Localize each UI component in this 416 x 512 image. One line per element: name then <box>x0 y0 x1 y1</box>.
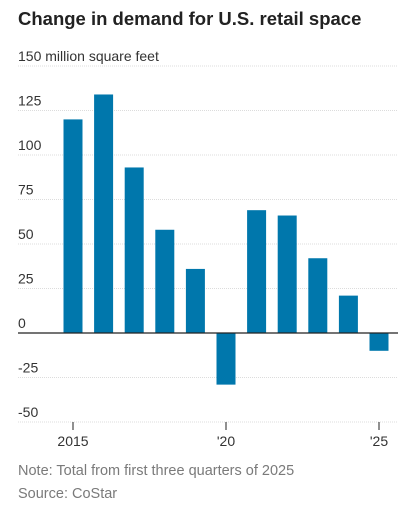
bar-2024 <box>338 295 358 333</box>
y-tick-label: 50 <box>18 226 34 242</box>
bar-2023 <box>308 258 328 333</box>
bar-2015 <box>63 119 83 334</box>
bar-2017 <box>124 167 144 333</box>
y-tick-label: 150 million square feet <box>18 48 159 64</box>
bar-2021 <box>247 210 267 333</box>
y-tick-label: 0 <box>18 315 26 331</box>
y-tick-label: 25 <box>18 271 34 287</box>
x-tick-label: 2015 <box>57 433 88 449</box>
bar-2018 <box>155 229 175 333</box>
x-tick-label: '20 <box>217 433 235 449</box>
y-tick-label: 125 <box>18 93 42 109</box>
chart-note: Note: Total from first three quarters of… <box>18 463 295 479</box>
x-tick-label: '25 <box>370 433 388 449</box>
bar-2016 <box>94 94 114 333</box>
y-tick-label: 75 <box>18 182 34 198</box>
y-tick-label: -50 <box>18 404 38 420</box>
bar-2025 <box>369 333 389 351</box>
bar-2019 <box>185 268 205 333</box>
chart-source: Source: CoStar <box>18 486 118 502</box>
y-tick-label: 100 <box>18 137 42 153</box>
bar-2020 <box>216 333 236 385</box>
chart-title: Change in demand for U.S. retail space <box>18 8 362 29</box>
y-tick-label: -25 <box>18 360 38 376</box>
bar-2022 <box>277 215 297 333</box>
